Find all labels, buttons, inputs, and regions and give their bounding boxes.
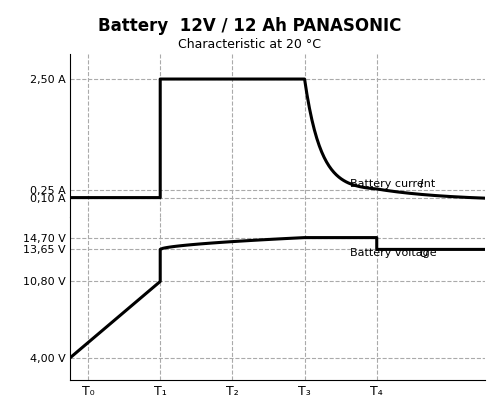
Text: Battery  12V / 12 Ah PANASONIC: Battery 12V / 12 Ah PANASONIC <box>98 17 402 35</box>
Text: Characteristic at 20 °C: Characteristic at 20 °C <box>178 38 322 51</box>
Text: $U$: $U$ <box>419 247 430 260</box>
Text: Battery current: Battery current <box>350 179 438 189</box>
Text: Battery voltage: Battery voltage <box>350 248 440 258</box>
Text: $I$: $I$ <box>419 178 424 191</box>
